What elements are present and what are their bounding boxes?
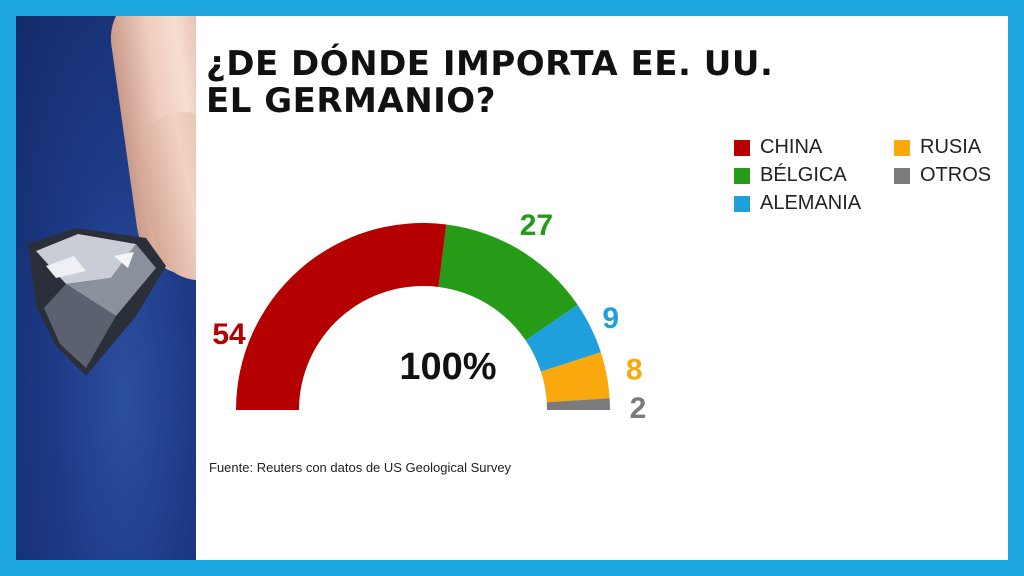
value-label-rusia: 8: [626, 354, 643, 387]
semicircle-donut-chart: 54 27 98 2 100%: [212, 209, 647, 425]
legend-label-rusia: RUSIA: [920, 136, 982, 158]
title-line-2: EL GERMANIO?: [206, 81, 496, 121]
value-label-otros: 2: [630, 392, 647, 425]
graphic-frame: ¿DE DÓNDE IMPORTA EE. UU. EL GERMANIO? C…: [16, 16, 1008, 560]
chart-title: ¿DE DÓNDE IMPORTA EE. UU. EL GERMANIO?: [206, 46, 773, 120]
source-note: Fuente: Reuters con datos de US Geologic…: [209, 460, 512, 475]
title-line-1: ¿DE DÓNDE IMPORTA EE. UU.: [206, 44, 774, 84]
legend-item-rusia: RUSIA: [894, 136, 981, 159]
segment-rusia: [540, 352, 610, 403]
legend-swatch-belgica: [734, 167, 750, 184]
legend-item-belgica: BÉLGICA: [734, 164, 847, 187]
segment-otros: [546, 398, 610, 410]
legend-swatch-alemania: [734, 195, 750, 212]
legend-item-alemania: ALEMANIA: [734, 192, 861, 215]
segment-belgica: [438, 224, 578, 341]
value-label-alemania: 9: [602, 302, 619, 335]
legend-label-otros: OTROS: [920, 164, 992, 186]
legend-label-china: CHINA: [760, 136, 823, 158]
legend: CHINA BÉLGICA ALEMANIA RUSIA OTROS: [734, 136, 1008, 216]
legend-item-china: CHINA: [734, 136, 822, 159]
legend-label-alemania: ALEMANIA: [760, 192, 862, 214]
legend-label-belgica: BÉLGICA: [760, 164, 847, 186]
legend-swatch-china: [734, 139, 750, 156]
value-label-belgica: 27: [520, 209, 553, 242]
segment-china: [236, 223, 447, 410]
value-label-china: 54: [212, 318, 246, 351]
center-total-label: 100%: [399, 346, 496, 388]
germanium-crystal-image: [28, 228, 166, 376]
background-photo: [16, 16, 196, 560]
legend-item-otros: OTROS: [894, 164, 991, 187]
legend-swatch-otros: [894, 167, 910, 184]
legend-swatch-rusia: [894, 139, 910, 156]
segment-alemania: [525, 304, 601, 372]
